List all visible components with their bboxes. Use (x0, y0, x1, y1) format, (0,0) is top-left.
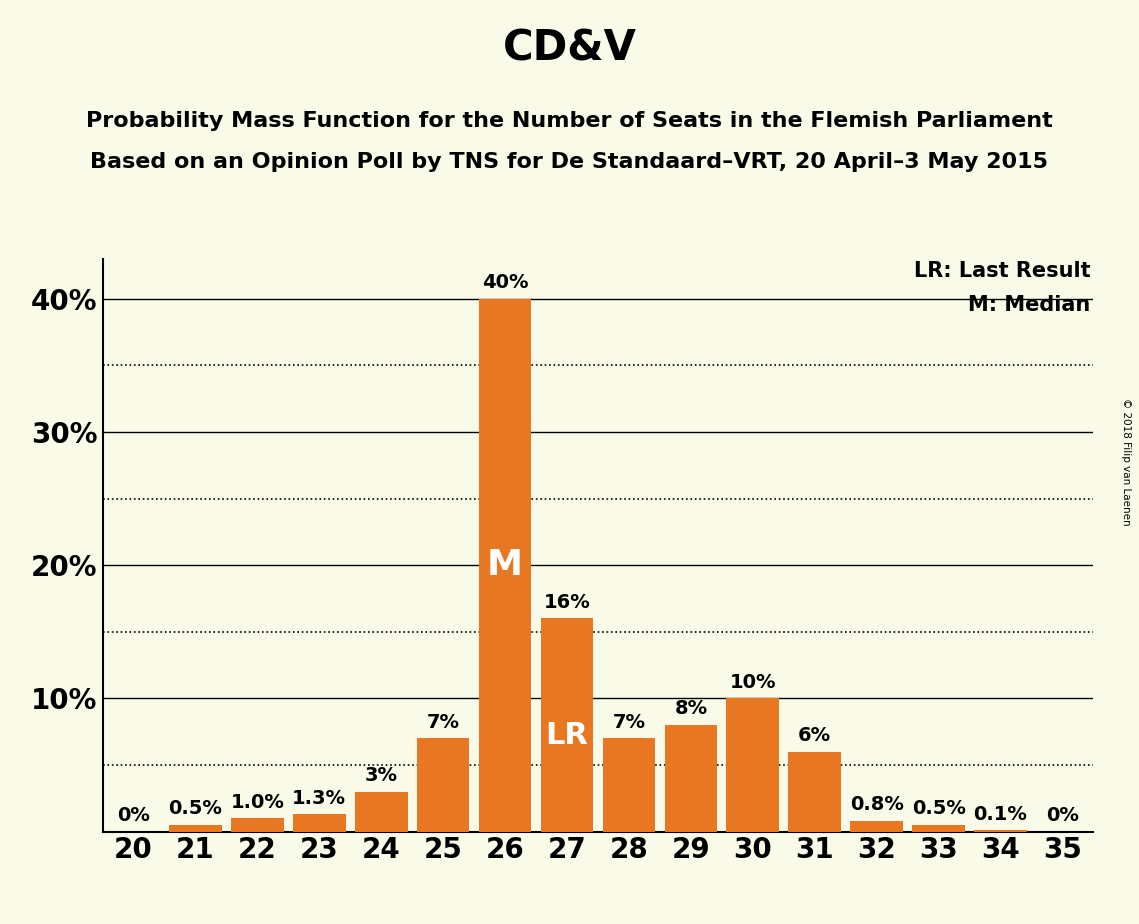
Text: 7%: 7% (427, 712, 460, 732)
Text: 1.0%: 1.0% (230, 793, 285, 811)
Text: 8%: 8% (674, 699, 707, 718)
Bar (912, 825, 965, 832)
Text: Based on an Opinion Poll by TNS for De Standaard–VRT, 20 April–3 May 2015: Based on an Opinion Poll by TNS for De S… (90, 152, 1049, 173)
Text: 0.8%: 0.8% (850, 796, 903, 814)
Text: 6%: 6% (798, 726, 831, 745)
Text: 3%: 3% (364, 766, 398, 785)
Bar (541, 618, 593, 832)
Bar (231, 819, 284, 832)
Bar (851, 821, 903, 832)
Bar (478, 298, 532, 832)
Text: 0%: 0% (1046, 806, 1079, 825)
Text: LR: LR (546, 721, 589, 750)
Bar (727, 699, 779, 832)
Text: 0.5%: 0.5% (169, 799, 222, 819)
Text: 0.1%: 0.1% (974, 805, 1027, 823)
Text: Probability Mass Function for the Number of Seats in the Flemish Parliament: Probability Mass Function for the Number… (87, 111, 1052, 131)
Text: 40%: 40% (482, 273, 528, 292)
Text: © 2018 Filip van Laenen: © 2018 Filip van Laenen (1121, 398, 1131, 526)
Bar (417, 738, 469, 832)
Bar (355, 792, 408, 832)
Bar (293, 814, 345, 832)
Bar (788, 751, 841, 832)
Bar (664, 725, 718, 832)
Bar (169, 825, 222, 832)
Bar (974, 831, 1027, 832)
Text: 10%: 10% (730, 673, 776, 692)
Text: M: Median: M: Median (968, 295, 1090, 315)
Text: CD&V: CD&V (502, 28, 637, 69)
Text: M: M (487, 548, 523, 582)
Bar (603, 738, 655, 832)
Text: 0%: 0% (117, 806, 150, 825)
Text: 0.5%: 0.5% (911, 799, 966, 819)
Text: LR: Last Result: LR: Last Result (913, 261, 1090, 282)
Text: 1.3%: 1.3% (293, 788, 346, 808)
Text: 16%: 16% (543, 593, 590, 612)
Text: 7%: 7% (613, 712, 646, 732)
